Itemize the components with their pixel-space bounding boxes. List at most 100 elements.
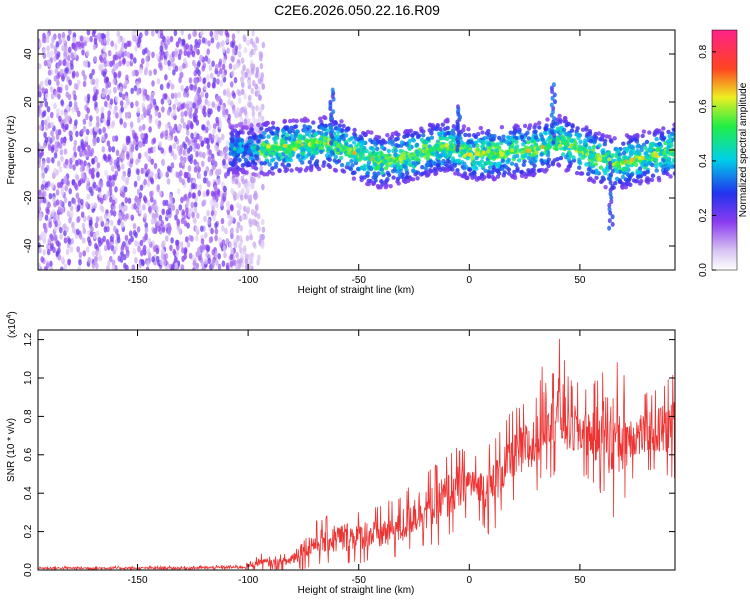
heatmap-cell [574,170,580,176]
heatmap-cell [161,226,166,233]
heatmap-cell [206,48,210,55]
heatmap-cell [209,199,214,206]
heatmap-cell [57,206,62,213]
heatmap-cell [175,239,179,246]
heatmap-cell [139,184,144,191]
heatmap-cell [661,158,666,163]
heatmap-cell [65,67,69,74]
heatmap-cell [175,208,180,215]
heatmap-cell [81,173,85,180]
y-tick-label: 20 [23,96,34,108]
heatmap-cell [60,137,64,144]
heatmap-cell [394,156,399,161]
heatmap-cell [67,258,71,265]
heatmap-cell [602,142,607,147]
heatmap-cell [111,146,116,153]
heatmap-cell [169,35,174,43]
heatmap-cell [473,134,479,140]
heatmap-cell [141,260,145,267]
heatmap-cell [110,40,114,47]
heatmap-cell [632,137,638,142]
heatmap-cell [81,69,86,77]
heatmap-cell [262,161,267,166]
heatmap-cell [107,110,111,117]
heatmap-cell [203,215,207,223]
heatmap-cell [250,160,256,165]
heatmap-cell [109,255,113,263]
heatmap-cell [254,83,259,90]
heatmap-cell [425,156,431,161]
heatmap-cell [38,124,43,131]
heatmap-cell [115,149,120,156]
heatmap-cell [149,190,153,198]
heatmap-cell [299,118,304,123]
heatmap-cell [60,206,65,214]
heatmap-cell [112,63,117,70]
heatmap-cell [376,171,381,176]
heatmap-cell [174,98,179,106]
heatmap-cell [261,183,265,191]
heatmap-cell [438,154,443,159]
heatmap-cell [159,45,164,52]
heatmap-spike-cell [609,199,614,205]
heatmap-cell [494,148,499,153]
heatmap-cell [221,40,225,47]
heatmap-cell [445,159,450,164]
heatmap-cell [143,178,147,186]
heatmap-cell [563,116,568,121]
heatmap-cell [159,258,163,266]
heatmap-cell [64,84,69,91]
heatmap-cell [141,58,145,65]
heatmap-cell [112,54,117,61]
heatmap-cell [670,151,675,157]
heatmap-cell [165,209,170,216]
heatmap-cell [77,266,81,270]
heatmap-cell [312,150,318,156]
heatmap-cell [56,79,60,87]
heatmap-cell [242,63,246,71]
heatmap-cell [83,74,87,81]
heatmap-cell [621,141,626,146]
heatmap-cell [63,237,68,244]
heatmap-cell [71,226,76,234]
heatmap-cell [121,93,126,101]
heatmap-cell [42,142,47,149]
heatmap-cell [644,154,649,160]
heatmap-cell [613,180,618,186]
heatmap-cell [208,133,213,140]
heatmap-cell [72,36,76,43]
heatmap-cell [451,124,456,129]
heatmap-cell [194,38,199,46]
heatmap-cell [85,128,90,136]
heatmap-cell [125,74,129,81]
heatmap-cell [633,179,639,184]
heatmap-cell [426,136,431,141]
heatmap-cell [471,143,477,148]
heatmap-cell [225,238,230,245]
heatmap-cell [180,196,184,204]
heatmap-cell [259,126,264,131]
heatmap-cell [56,215,60,222]
heatmap-cell [53,225,58,232]
heatmap-cell [478,125,483,131]
heatmap-cell [98,36,102,43]
heatmap-spike-cell [549,102,554,108]
heatmap-cell [418,150,423,156]
heatmap-cell [38,161,41,168]
heatmap-cell [522,148,527,154]
heatmap-cell [218,61,222,68]
heatmap-cell [374,152,379,157]
heatmap-cell [195,119,200,126]
heatmap-cell [525,140,531,145]
heatmap-cell [594,170,600,175]
heatmap-cell [225,264,230,270]
heatmap-cell [372,162,378,167]
heatmap-cell [448,134,453,139]
heatmap-cell [153,68,157,76]
heatmap-cell [183,246,188,254]
heatmap-cell [483,168,488,174]
heatmap-cell [180,111,185,118]
heatmap-cell [654,157,659,162]
heatmap-cell [46,32,50,40]
